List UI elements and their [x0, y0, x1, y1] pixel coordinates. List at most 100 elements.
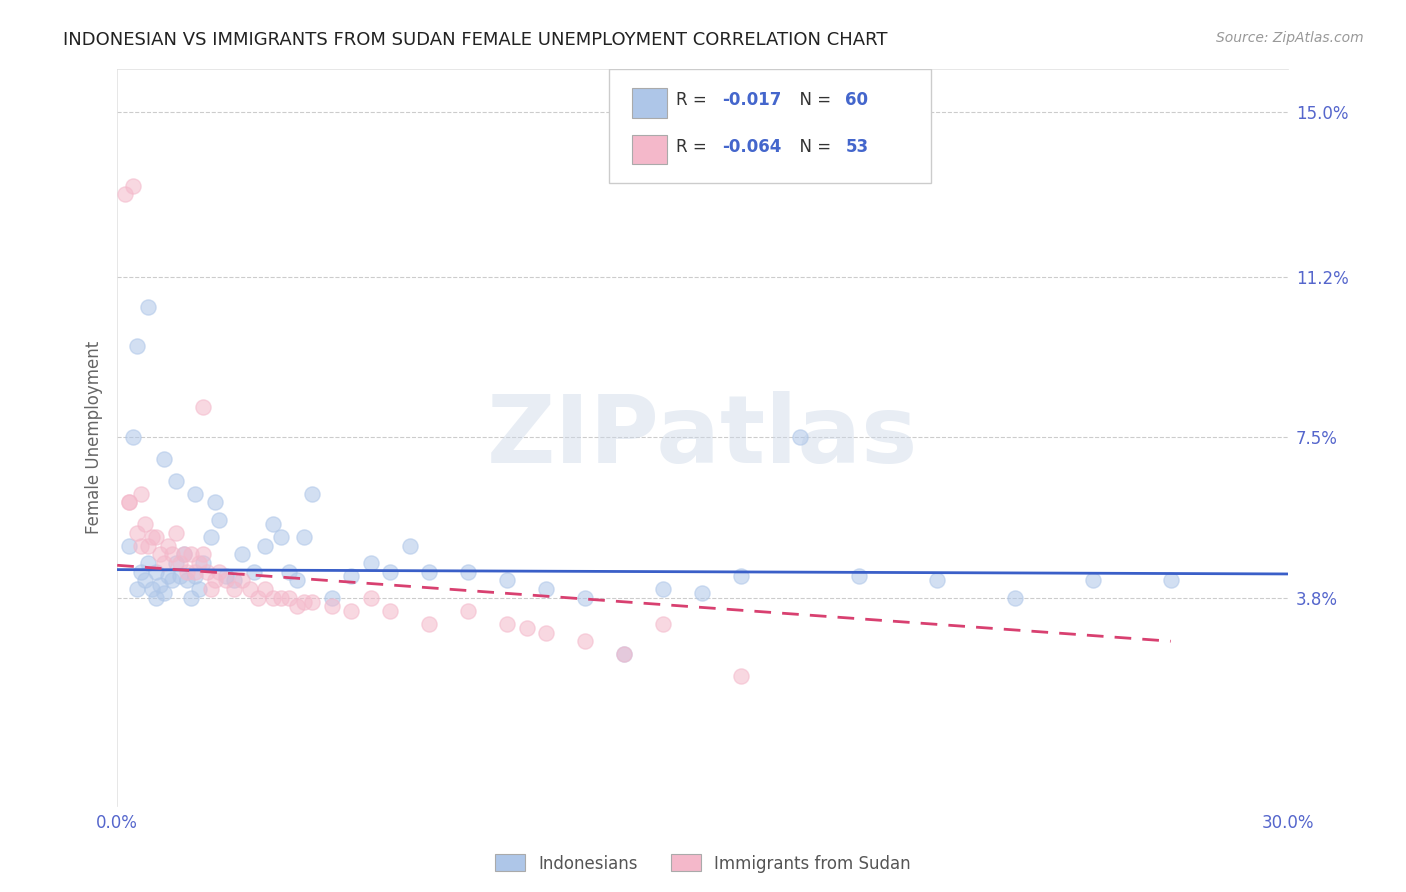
Point [321, 599, 343, 614]
Point [114, 187, 136, 202]
Point [848, 569, 870, 583]
Point [246, 591, 269, 605]
Point [224, 582, 246, 596]
Point [173, 548, 195, 562]
Text: INDONESIAN VS IMMIGRANTS FROM SUDAN FEMALE UNEMPLOYMENT CORRELATION CHART: INDONESIAN VS IMMIGRANTS FROM SUDAN FEMA… [63, 31, 887, 49]
Point [340, 569, 363, 583]
Point [180, 591, 202, 605]
Point [149, 578, 172, 592]
FancyBboxPatch shape [633, 135, 668, 164]
Point [188, 582, 211, 596]
Point [121, 178, 143, 193]
Point [208, 565, 231, 579]
Point [516, 621, 538, 635]
Point [730, 569, 752, 583]
Point [165, 556, 187, 570]
Text: -0.064: -0.064 [723, 138, 782, 156]
Point [340, 604, 363, 618]
Point [1160, 574, 1182, 588]
Point [125, 582, 148, 596]
Point [380, 565, 402, 579]
Point [321, 591, 343, 605]
Point [184, 486, 207, 500]
Point [121, 430, 143, 444]
Point [156, 569, 179, 583]
Text: 60: 60 [845, 91, 869, 109]
Text: ZIPatlas: ZIPatlas [486, 392, 918, 483]
Point [169, 569, 191, 583]
Point [418, 565, 440, 579]
Point [141, 530, 163, 544]
Point [215, 569, 238, 583]
Point [153, 452, 176, 467]
Point [496, 616, 519, 631]
Point [129, 539, 152, 553]
Point [692, 586, 714, 600]
Point [496, 574, 519, 588]
Point [457, 565, 479, 579]
Point [160, 574, 183, 588]
Point [574, 591, 596, 605]
Point [180, 548, 202, 562]
Point [200, 530, 222, 544]
Point [277, 565, 299, 579]
Point [613, 647, 636, 661]
Point [277, 591, 299, 605]
FancyBboxPatch shape [633, 88, 668, 118]
Point [652, 582, 675, 596]
Text: N =: N = [789, 91, 837, 109]
Point [184, 569, 207, 583]
Text: R =: R = [675, 91, 711, 109]
Point [195, 565, 218, 579]
Point [789, 430, 811, 444]
Y-axis label: Female Unemployment: Female Unemployment [86, 341, 103, 534]
Point [360, 556, 382, 570]
Point [380, 604, 402, 618]
Text: 53: 53 [845, 138, 869, 156]
Point [188, 556, 211, 570]
Point [398, 539, 420, 553]
Point [138, 556, 160, 570]
Point [173, 548, 195, 562]
Point [925, 574, 948, 588]
Point [129, 486, 152, 500]
Point [262, 517, 284, 532]
Point [153, 556, 176, 570]
Text: N =: N = [789, 138, 837, 156]
Point [270, 530, 292, 544]
Point [176, 565, 198, 579]
Point [145, 530, 167, 544]
Point [204, 574, 226, 588]
Point [301, 486, 323, 500]
Point [191, 400, 214, 414]
Text: Source: ZipAtlas.com: Source: ZipAtlas.com [1216, 31, 1364, 45]
Point [360, 591, 382, 605]
Point [153, 586, 176, 600]
Point [176, 574, 198, 588]
Point [165, 474, 187, 488]
Point [254, 582, 277, 596]
Point [145, 591, 167, 605]
Point [231, 574, 253, 588]
Point [536, 625, 558, 640]
Point [191, 556, 214, 570]
Point [156, 539, 179, 553]
Point [118, 539, 141, 553]
Point [613, 647, 636, 661]
Point [165, 525, 187, 540]
Point [118, 495, 141, 509]
FancyBboxPatch shape [609, 69, 931, 183]
Point [134, 517, 156, 532]
Point [160, 548, 183, 562]
Point [184, 565, 207, 579]
Point [138, 300, 160, 314]
Legend: Indonesians, Immigrants from Sudan: Indonesians, Immigrants from Sudan [488, 847, 918, 880]
Point [169, 556, 191, 570]
Point [145, 565, 167, 579]
Point [730, 669, 752, 683]
Point [294, 595, 316, 609]
Point [652, 616, 675, 631]
Point [149, 548, 172, 562]
Point [536, 582, 558, 596]
Point [191, 548, 214, 562]
